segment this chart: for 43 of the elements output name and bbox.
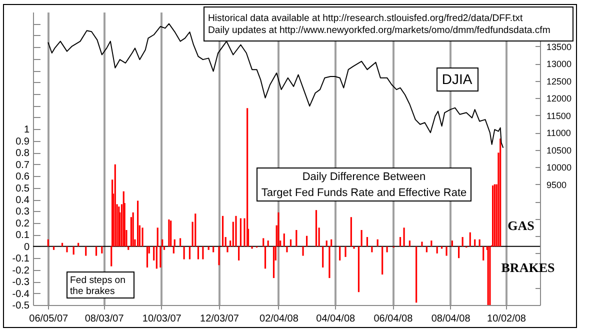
annotation: Fed steps on <box>70 275 126 286</box>
x-tick-label: 04/04/08 <box>316 314 356 324</box>
annotation: Daily Difference Between <box>302 171 426 183</box>
y-tick-label: 0.5 <box>16 183 30 194</box>
y2-tick-label: 12500 <box>546 76 572 86</box>
x-tick-label: 10/03/07 <box>142 314 182 324</box>
y2-tick-label: 10500 <box>546 145 572 156</box>
x-tick-label: 08/04/08 <box>431 314 471 324</box>
y-tick-label: 0.6 <box>16 172 30 183</box>
annotation: Daily updates at http://www.newyorkfed.org/markets/omo/dmm/fedfundsdata.cfm <box>208 25 550 36</box>
y-tick-label: 1 <box>24 124 30 136</box>
x-tick-label: 06/05/07 <box>29 314 68 324</box>
series-label: DJIA <box>442 71 473 87</box>
y2-tick-label: 13500 <box>546 42 572 52</box>
y2-tick-label: 9500 <box>546 180 567 190</box>
y-tick-label: -0.3 <box>12 277 30 288</box>
annotation: GAS <box>508 218 534 233</box>
x-tick-label: 06/04/08 <box>374 314 414 324</box>
annotation: Target Fed Funds Rate and Effective Rate <box>261 187 467 199</box>
y-tick-label: 0.8 <box>16 148 30 160</box>
x-tick-label: 02/04/08 <box>260 314 299 324</box>
y-tick-label: -0.4 <box>12 288 30 300</box>
x-tick-label: 12/03/07 <box>200 314 240 324</box>
annotation: the brakes <box>70 286 115 297</box>
y2-tick-label: 12000 <box>546 94 572 104</box>
y-tick-label: -0.1 <box>12 254 30 265</box>
y-tick-label: 0.9 <box>16 136 30 148</box>
y2-tick-label: 13000 <box>546 59 572 70</box>
y2-tick-label: 10000 <box>546 162 572 173</box>
annotation: BRAKES <box>501 260 555 275</box>
y-tick-label: 0.3 <box>16 206 30 218</box>
annotation: Historical data available at http://research.stlouisfed.org/fred2/data/DFF.txt <box>208 13 523 24</box>
y-tick-label: -0.2 <box>12 265 30 276</box>
x-tick-label: 10/02/08 <box>487 314 526 324</box>
y-tick-label: 0.4 <box>16 195 30 206</box>
y-tick-label: 0.1 <box>16 230 30 242</box>
y-tick-label: 0.2 <box>16 218 30 230</box>
y2-tick-label: 11500 <box>546 110 571 121</box>
y-tick-label: 0 <box>24 242 30 253</box>
x-tick-label: 08/03/07 <box>84 314 124 324</box>
y2-tick-label: 11000 <box>546 128 571 138</box>
y-tick-label: -0.5 <box>12 300 30 312</box>
y-tick-label: 0.7 <box>16 160 30 171</box>
